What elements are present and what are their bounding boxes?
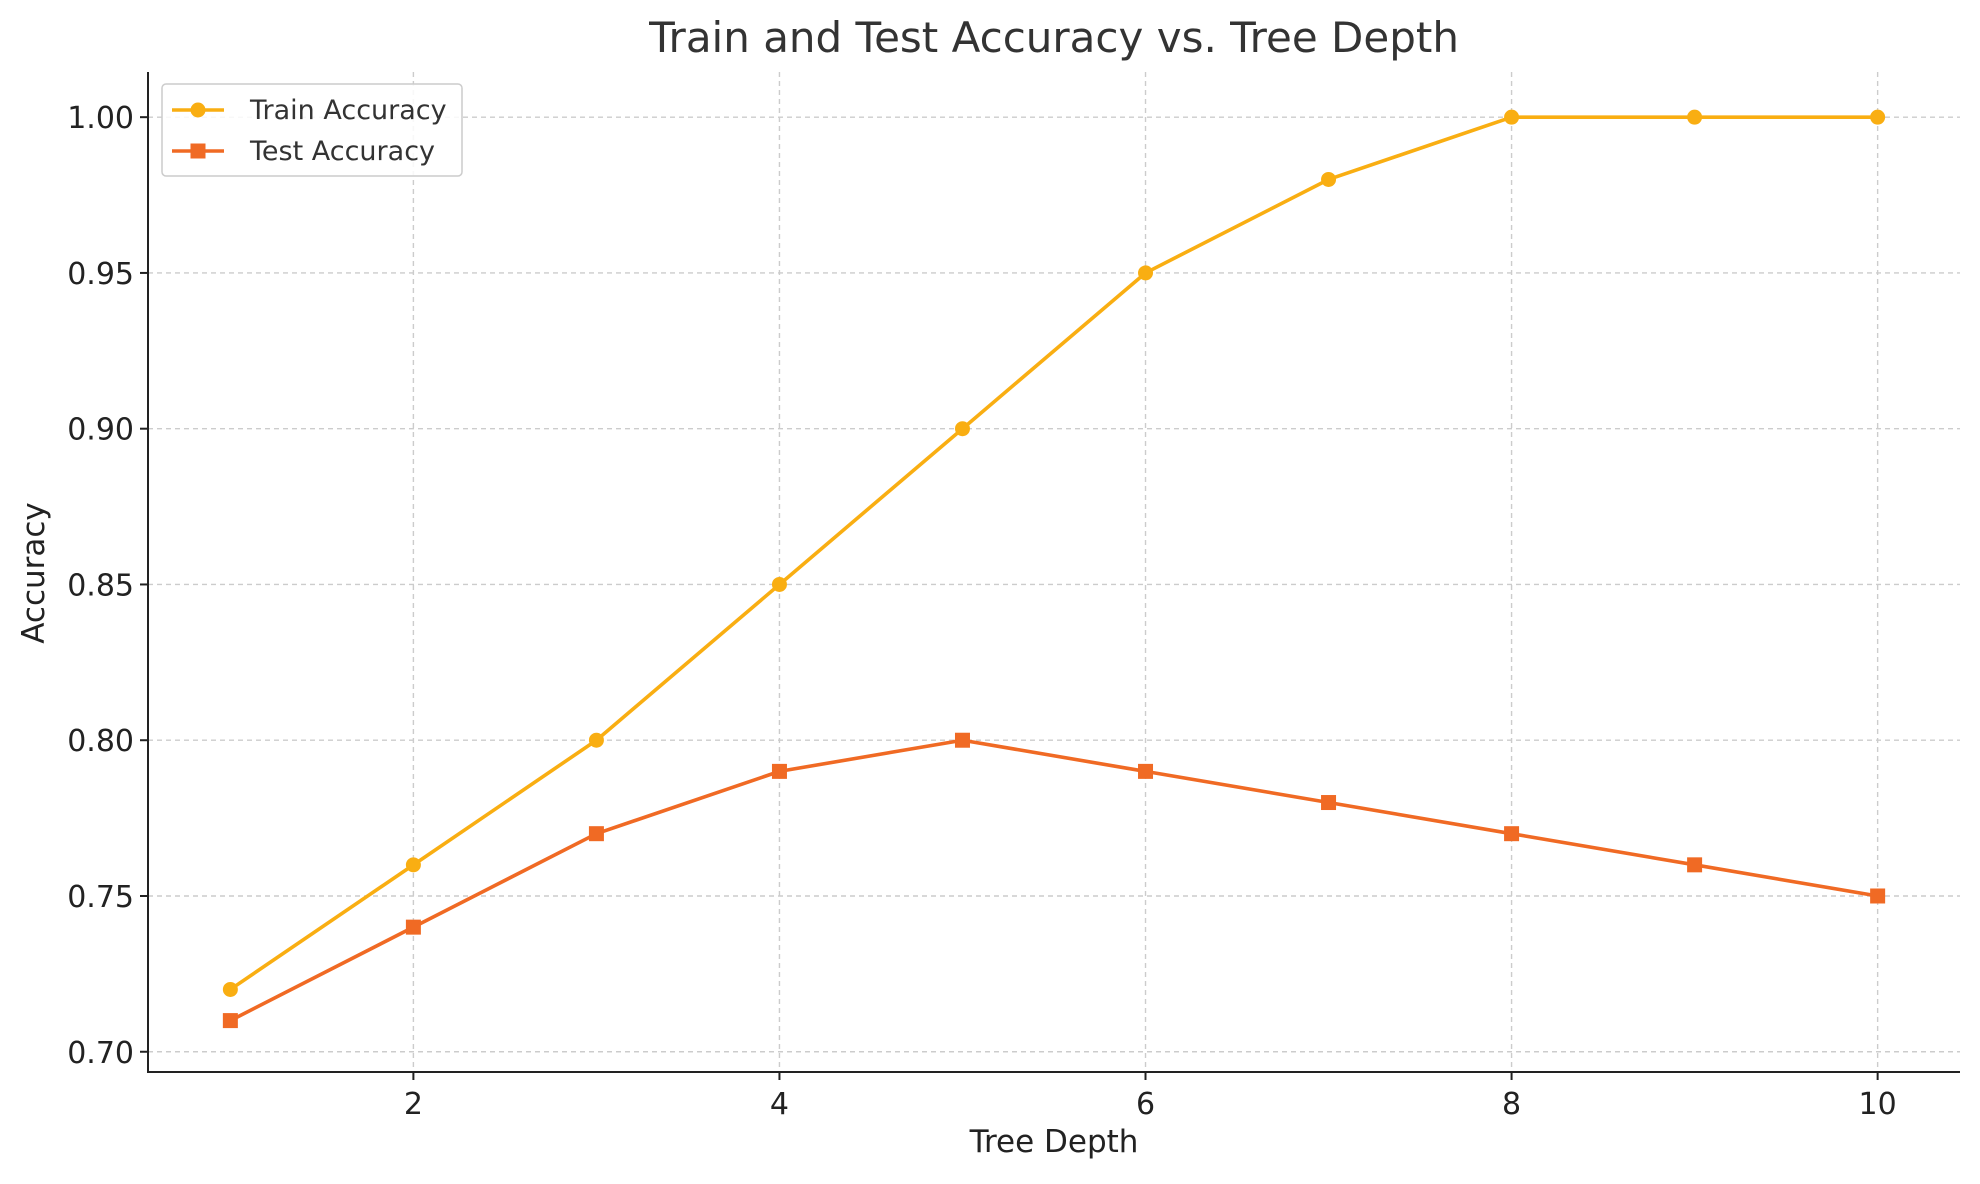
data-point [222, 1013, 238, 1029]
series-line-0 [229, 115, 1878, 991]
data-point [954, 732, 970, 748]
legend-item-1: Test Accuracy [172, 136, 435, 167]
series-line-1 [229, 738, 1878, 1023]
legend-label: Train Accuracy [249, 95, 447, 126]
legend: Train Accuracy Test Accuracy [161, 83, 463, 177]
y-tick-label: 0.70 [67, 1036, 134, 1071]
data-point [588, 826, 604, 842]
legend-marker [190, 102, 206, 118]
y-tick-label: 0.75 [67, 880, 134, 915]
data-point [405, 919, 421, 935]
legend-item-0: Train Accuracy [172, 95, 447, 126]
legend-label: Test Accuracy [249, 136, 435, 167]
x-tick-label: 8 [1502, 1087, 1521, 1122]
series-0 [222, 109, 1886, 997]
data-point [1138, 265, 1154, 281]
data-point [771, 763, 787, 779]
data-point [771, 576, 787, 592]
data-point [1870, 888, 1886, 904]
chart-title: Train and Test Accuracy vs. Tree Depth [648, 13, 1459, 62]
x-tick-label: 2 [404, 1087, 423, 1122]
y-tick-label: 0.80 [67, 724, 134, 759]
series-layer [222, 109, 1886, 1029]
data-point [1870, 109, 1886, 125]
legend-marker [190, 143, 206, 159]
y-tick-label: 0.90 [67, 413, 134, 448]
data-point [1321, 171, 1337, 187]
y-tick-label: 0.85 [67, 568, 134, 603]
data-point [1321, 795, 1337, 811]
data-point [405, 857, 421, 873]
x-tick-label: 4 [770, 1087, 789, 1122]
x-tick-label: 6 [1136, 1087, 1155, 1122]
data-point [1138, 763, 1154, 779]
x-axis-label: Tree Depth [969, 1124, 1139, 1160]
y-axis-label: Accuracy [16, 502, 52, 644]
data-point [954, 421, 970, 437]
series-1 [222, 732, 1886, 1029]
data-point [588, 732, 604, 748]
tick-layer: 2 4 6 8 10 0.70 0.75 0.80 0.85 0.90 0.95 1.00 [67, 101, 1897, 1122]
data-point [1687, 857, 1703, 873]
data-point [1687, 109, 1703, 125]
y-tick-label: 1.00 [67, 101, 134, 136]
x-tick-label: 10 [1859, 1087, 1897, 1122]
legend-box [161, 83, 463, 177]
data-point [1504, 826, 1520, 842]
data-point [222, 981, 238, 997]
y-tick-label: 0.95 [67, 257, 134, 292]
axes-layer [147, 72, 1960, 1073]
data-point [1504, 109, 1520, 125]
